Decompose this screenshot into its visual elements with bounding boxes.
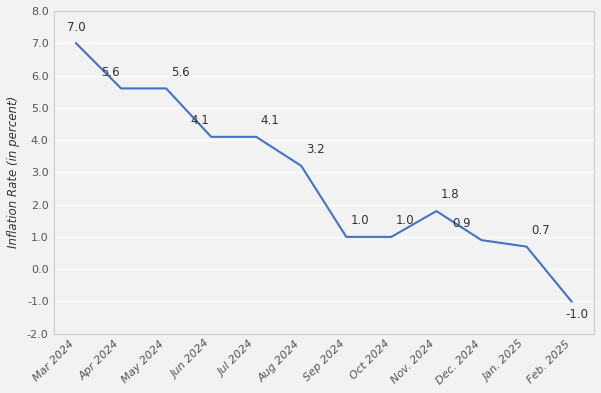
Text: -1.0: -1.0 (566, 308, 588, 321)
Text: 4.1: 4.1 (261, 114, 279, 127)
Text: 4.1: 4.1 (191, 114, 209, 127)
Text: 1.8: 1.8 (441, 188, 460, 201)
Text: 3.2: 3.2 (306, 143, 325, 156)
Text: 7.0: 7.0 (67, 20, 85, 33)
Text: 5.6: 5.6 (171, 66, 189, 79)
Text: 1.0: 1.0 (351, 214, 370, 227)
Text: 0.7: 0.7 (531, 224, 550, 237)
Text: 0.9: 0.9 (453, 217, 471, 230)
Text: 1.0: 1.0 (396, 214, 415, 227)
Text: 5.6: 5.6 (100, 66, 119, 79)
Y-axis label: Inflation Rate (in percent): Inflation Rate (in percent) (7, 96, 20, 248)
